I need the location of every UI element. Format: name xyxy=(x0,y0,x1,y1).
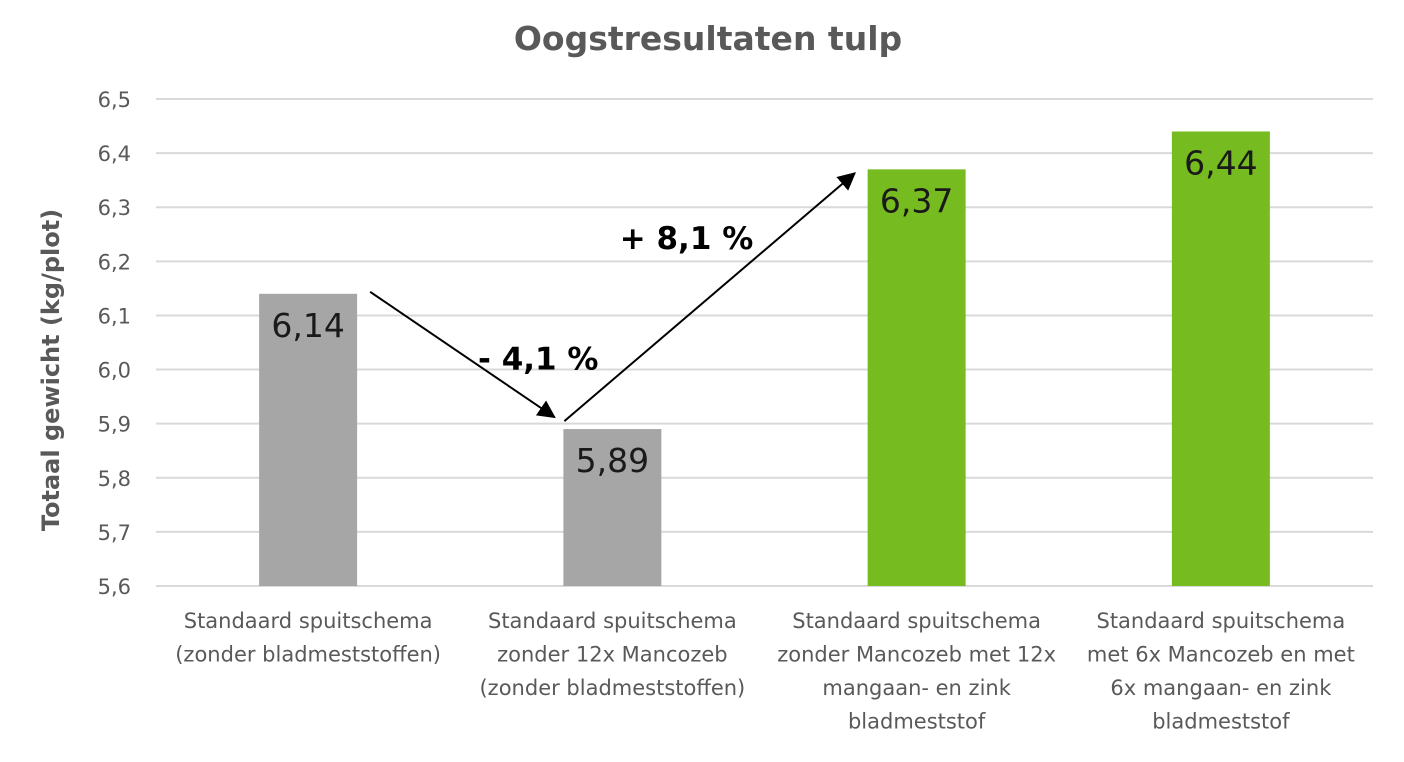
change-arrow xyxy=(563,172,856,422)
category-label: zonder Mancozeb met 12x xyxy=(777,643,1056,667)
y-tick-label: 6,0 xyxy=(98,359,131,383)
data-label: 6,14 xyxy=(271,306,344,345)
category-label: bladmeststof xyxy=(848,710,986,734)
change-label: + 8,1 % xyxy=(620,221,754,257)
category-label: mangaan- en zink xyxy=(822,676,1011,700)
bar xyxy=(867,169,966,586)
bars xyxy=(259,131,1270,586)
change-arrow xyxy=(369,290,556,419)
category-labels: Standaard spuitschema (zonder bladmeststo… xyxy=(175,609,1355,734)
bar xyxy=(1171,131,1270,586)
category-label: (zonder bladmeststoffen) xyxy=(479,676,745,700)
y-tick-label: 6,3 xyxy=(98,196,131,220)
data-label: 5,89 xyxy=(576,441,649,480)
y-tick-label: 6,2 xyxy=(98,250,131,274)
y-tick-label: 6,1 xyxy=(98,304,131,328)
y-tick-label: 6,4 xyxy=(98,142,131,166)
category-label: Standaard spuitschema xyxy=(184,609,433,633)
y-tick-label: 5,6 xyxy=(98,575,131,599)
data-label: 6,44 xyxy=(1184,143,1257,182)
category-label: zonder 12x Mancozeb xyxy=(497,643,728,667)
y-tick-labels: 5,6 5,7 5,8 5,9 6,0 6,1 6,2 6,3 6,4 6,5 xyxy=(98,88,131,599)
bar xyxy=(563,429,662,586)
chart-title: Oogstresultaten tulp xyxy=(514,19,902,58)
data-labels: 6,14 5,89 6,37 6,44 xyxy=(271,143,1257,480)
y-tick-label: 5,7 xyxy=(98,521,131,545)
category-label: Standaard spuitschema xyxy=(792,609,1041,633)
category-label: bladmeststof xyxy=(1152,710,1290,734)
y-axis-label: Totaal gewicht (kg/plot) xyxy=(37,209,65,531)
category-label: met 6x Mancozeb en met xyxy=(1087,643,1355,667)
y-tick-label: 5,8 xyxy=(98,467,131,491)
bar xyxy=(259,293,358,586)
annotations: - 4,1 % + 8,1 % xyxy=(369,172,856,422)
y-tick-label: 5,9 xyxy=(98,413,131,437)
data-label: 6,37 xyxy=(880,181,953,220)
category-label: Standaard spuitschema xyxy=(488,609,737,633)
change-label: - 4,1 % xyxy=(478,341,598,377)
category-label: 6x mangaan- en zink xyxy=(1110,676,1332,700)
y-tick-label: 6,5 xyxy=(98,88,131,112)
category-label: Standaard spuitschema xyxy=(1096,609,1345,633)
gridlines xyxy=(156,98,1373,587)
category-label: (zonder bladmeststoffen) xyxy=(175,643,441,667)
